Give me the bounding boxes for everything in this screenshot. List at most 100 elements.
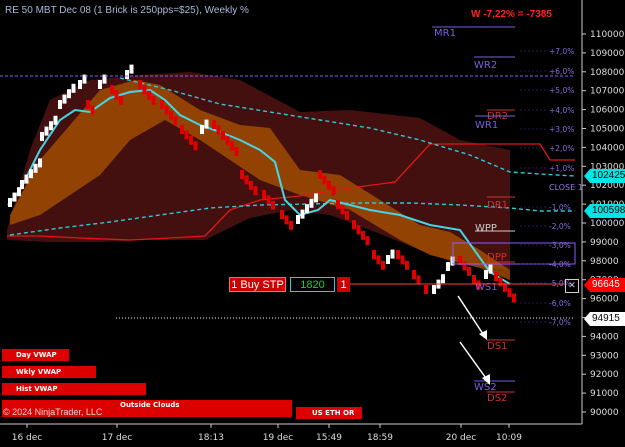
- price-tick-label: 103000: [590, 162, 625, 172]
- renko-brick: [405, 260, 409, 270]
- projection-arrow: [457, 295, 486, 338]
- renko-brick: [318, 170, 322, 179]
- renko-brick: [225, 136, 230, 146]
- order-quantity[interactable]: 1820: [290, 277, 335, 292]
- time-tick-label: 19 dec: [263, 433, 294, 443]
- renko-brick: [249, 180, 253, 190]
- renko-brick: [44, 126, 49, 136]
- renko-brick: [365, 236, 370, 246]
- renko-brick: [314, 193, 318, 203]
- percent-level-label: +3,0%: [549, 125, 574, 134]
- price-tick-label: 109000: [590, 49, 625, 59]
- renko-brick: [230, 141, 234, 151]
- renko-brick: [17, 187, 21, 197]
- renko-brick: [147, 90, 151, 100]
- renko-brick: [164, 105, 169, 115]
- time-tick-label: 10:09: [496, 433, 522, 443]
- renko-brick: [24, 174, 29, 184]
- envelope-line: [7, 143, 575, 241]
- renko-brick: [8, 198, 12, 207]
- time-tick-label: 15:49: [316, 433, 342, 443]
- percent-level-label: -7,0%: [549, 318, 571, 327]
- price-tick-label: 90000: [590, 408, 619, 418]
- renko-brick: [352, 220, 356, 229]
- order-count[interactable]: 1: [337, 277, 350, 292]
- renko-brick: [467, 266, 471, 276]
- renko-brick: [280, 210, 284, 219]
- vwap-pill[interactable]: Hist VWAP: [2, 383, 146, 395]
- pivot-label: MR1: [434, 28, 456, 39]
- moving-average-line: [7, 88, 511, 285]
- renko-brick: [484, 270, 488, 279]
- time-tick-label: 20 dec: [446, 433, 477, 443]
- price-tick-label: 110000: [590, 30, 625, 40]
- renko-brick: [189, 135, 193, 145]
- renko-brick: [90, 105, 95, 115]
- order-close-button[interactable]: ✕: [565, 279, 579, 293]
- renko-brick: [169, 110, 173, 120]
- renko-brick: [102, 74, 107, 84]
- time-tick-label: 17 dec: [102, 433, 133, 443]
- renko-brick: [462, 261, 467, 271]
- vwap-pill[interactable]: Day VWAP: [2, 349, 69, 361]
- renko-brick: [151, 96, 156, 106]
- renko-brick: [441, 274, 445, 284]
- renko-brick: [129, 64, 134, 74]
- percent-level-label: -1,0%: [549, 203, 571, 212]
- price-tick-label: 99000: [590, 238, 619, 248]
- pivot-label: WS2: [474, 382, 497, 393]
- renko-brick: [221, 130, 225, 140]
- price-tag: 94915: [584, 312, 625, 326]
- renko-brick: [512, 293, 516, 303]
- renko-brick: [424, 285, 428, 294]
- renko-brick: [361, 230, 365, 240]
- renko-brick: [138, 80, 142, 89]
- renko-brick: [458, 256, 462, 265]
- renko-brick: [193, 141, 198, 151]
- renko-brick: [49, 121, 53, 131]
- renko-brick: [327, 180, 331, 190]
- renko-brick: [356, 225, 361, 235]
- renko-brick: [20, 180, 24, 189]
- pivot-label: DR1: [487, 200, 508, 211]
- renko-brick: [262, 190, 266, 199]
- percent-level-label: -4,0%: [549, 260, 571, 269]
- renko-brick: [234, 147, 239, 156]
- renko-brick: [216, 125, 221, 135]
- pivot-label: DS2: [487, 393, 507, 404]
- percent-level-label: +6,0%: [549, 67, 574, 76]
- price-tick-label: 102000: [590, 181, 625, 191]
- renko-brick: [331, 186, 336, 196]
- renko-brick: [244, 175, 249, 185]
- pivot-label: WS1: [475, 282, 498, 293]
- order-type-button[interactable]: 1 Buy STP: [229, 277, 286, 292]
- renko-brick: [71, 83, 76, 93]
- vwap-pill[interactable]: Wkly VWAP: [2, 366, 96, 378]
- close-level-label: CLOSE 1: [549, 183, 583, 192]
- renko-brick: [271, 200, 275, 210]
- percent-level-label: -3,0%: [549, 241, 571, 250]
- price-tick-label: 107000: [590, 87, 625, 97]
- vwap-pill[interactable]: US ETH OR: [296, 407, 362, 419]
- order-bar[interactable]: 1 Buy STP 1820 1: [229, 277, 350, 292]
- renko-brick: [472, 275, 476, 284]
- percent-level-label: +1,0%: [549, 164, 574, 173]
- renko-brick: [289, 220, 293, 230]
- renko-brick: [416, 275, 421, 285]
- renko-brick: [58, 100, 62, 109]
- renko-brick: [62, 94, 67, 104]
- pivot-label: WR1: [475, 120, 498, 131]
- price-tick-label: 108000: [590, 68, 625, 78]
- renko-brick: [38, 158, 42, 168]
- renko-brick: [98, 80, 102, 89]
- percent-level-label: +2,0%: [549, 144, 574, 153]
- percent-level-label: -5,0%: [549, 279, 571, 288]
- renko-brick: [200, 125, 204, 134]
- renko-brick: [507, 288, 512, 298]
- vwap-pill[interactable]: Outside Clouds: [2, 400, 292, 417]
- arrow-head-2: [482, 374, 490, 385]
- price-tick-label: 106000: [590, 106, 625, 116]
- renko-brick: [488, 264, 493, 274]
